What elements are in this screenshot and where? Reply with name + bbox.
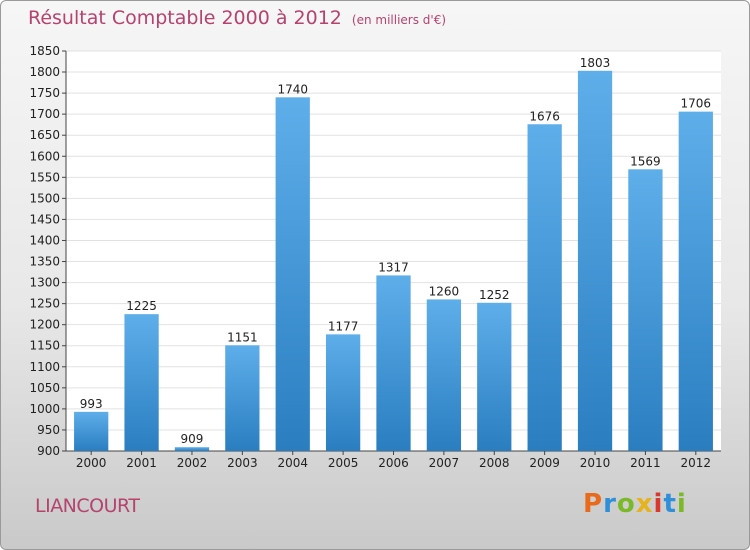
x-tick-label: 2009: [529, 456, 560, 470]
bar: [628, 169, 663, 451]
x-tick-label: 2008: [479, 456, 510, 470]
bar: [74, 411, 109, 451]
y-tick-label: 900: [37, 444, 60, 458]
x-tick-label: 2006: [378, 456, 409, 470]
y-tick-label: 1250: [29, 297, 60, 311]
y-tick-label: 1000: [29, 402, 60, 416]
y-tick-label: 1100: [29, 360, 60, 374]
city-name: LIANCOURT: [35, 495, 140, 517]
x-tick-label: 2010: [580, 456, 611, 470]
y-tick-label: 1700: [29, 107, 60, 121]
y-tick-label: 1850: [29, 44, 60, 58]
data-label: 1252: [479, 288, 510, 302]
data-label: 1676: [529, 109, 560, 123]
logo-letter: t: [663, 489, 677, 519]
chart-title: Résultat Comptable 2000 à 2012 (en millie…: [28, 7, 446, 29]
y-tick-label: 1750: [29, 86, 60, 100]
x-tick-label: 2007: [429, 456, 460, 470]
logo-letter: x: [635, 489, 654, 519]
y-tick-label: 1150: [29, 339, 60, 353]
x-tick-label: 2001: [126, 456, 157, 470]
x-tick-label: 2000: [76, 456, 107, 470]
y-tick-label: 1650: [29, 128, 60, 142]
x-tick-label: 2003: [227, 456, 258, 470]
proxiti-logo[interactable]: Proxiti: [583, 489, 687, 519]
x-tick-label: 2004: [277, 456, 308, 470]
bar: [225, 345, 260, 451]
data-label: 1177: [328, 319, 359, 333]
data-label: 1569: [630, 154, 661, 168]
x-tick-label: 2012: [681, 456, 712, 470]
bar: [577, 70, 613, 451]
y-tick-label: 1300: [29, 276, 60, 290]
data-label: 1803: [580, 56, 611, 70]
data-label: 993: [80, 397, 103, 411]
data-label: 1260: [429, 284, 460, 298]
x-tick-label: 2011: [630, 456, 661, 470]
y-tick-label: 950: [37, 423, 60, 437]
logo-letter: P: [583, 489, 604, 519]
y-tick-label: 1800: [29, 65, 60, 79]
data-label: 1225: [126, 299, 157, 313]
data-label: 1151: [227, 330, 258, 344]
chart-title-main: Résultat Comptable 2000 à 2012: [28, 7, 342, 29]
bar: [325, 334, 361, 451]
y-tick-label: 1400: [29, 233, 60, 247]
chart-title-unit: (en milliers d'€): [351, 13, 447, 27]
bar: [275, 97, 310, 451]
data-label: 1740: [277, 82, 308, 96]
bar: [527, 124, 562, 452]
data-label: 909: [181, 432, 204, 446]
logo-letter: o: [616, 489, 636, 519]
data-label: 1706: [681, 97, 712, 111]
bar: [174, 447, 210, 451]
y-tick-label: 1500: [29, 191, 60, 205]
y-tick-label: 1200: [29, 318, 60, 332]
y-tick-label: 1050: [29, 381, 60, 395]
logo-letter: r: [603, 489, 617, 519]
logo-letter: i: [676, 489, 687, 519]
x-tick-label: 2005: [328, 456, 359, 470]
bar: [426, 299, 462, 451]
bar: [477, 302, 512, 451]
bar: [124, 314, 159, 451]
x-tick-label: 2002: [177, 456, 208, 470]
bar: [376, 275, 411, 451]
y-tick-label: 1350: [29, 255, 60, 269]
y-tick-label: 1600: [29, 149, 60, 163]
y-gridlines: 900 950 1000 1050 1100 1150 1200 1250 1300 1350 14…: [29, 44, 721, 458]
logo-letter: i: [653, 489, 664, 519]
bar: [678, 111, 713, 451]
y-tick-label: 1550: [29, 170, 60, 184]
data-label: 1317: [378, 260, 409, 274]
y-tick-label: 1450: [29, 212, 60, 226]
